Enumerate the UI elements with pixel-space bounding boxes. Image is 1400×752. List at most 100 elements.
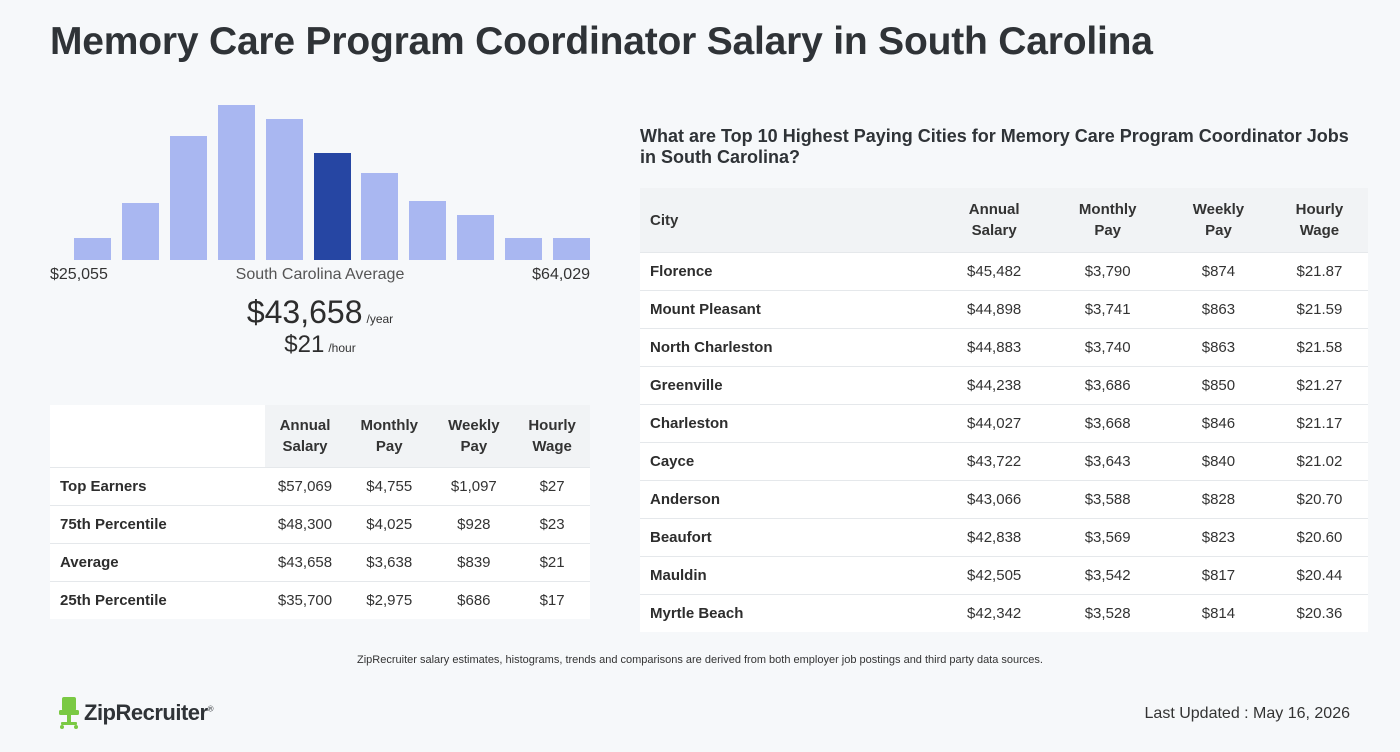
histogram-bar	[361, 173, 399, 260]
cell-hourly: $20.36	[1270, 594, 1368, 632]
histogram-bar	[553, 238, 590, 260]
cell-hourly: $23	[514, 505, 590, 544]
cell-monthly: $2,975	[345, 581, 434, 619]
header-weekly: Weekly Pay	[1166, 188, 1271, 253]
header-monthly-l2: Pay	[375, 438, 403, 455]
average-hourly: $21/hour	[50, 331, 590, 359]
cell-hourly: $27	[514, 467, 590, 506]
cell-monthly: $3,569	[1049, 518, 1167, 557]
ziprecruiter-logo[interactable]: ZipRecruiter®	[58, 696, 214, 730]
histogram-bar	[409, 201, 447, 260]
average-yearly: $43,658/year	[50, 294, 590, 331]
cell-city: Mauldin	[640, 556, 939, 595]
cities-table-title: What are Top 10 Highest Paying Cities fo…	[640, 126, 1349, 167]
table-row: Average $43,658 $3,638 $839 $21	[50, 543, 590, 582]
average-yearly-unit: /year	[366, 312, 394, 326]
cell-monthly: $3,668	[1049, 404, 1167, 443]
logo-wordmark: ZipRecruiter	[84, 700, 208, 725]
header-monthly-l2: Pay	[1094, 222, 1122, 239]
cell-annual: $44,883	[939, 328, 1050, 367]
cell-weekly: $846	[1166, 404, 1271, 443]
cell-city: Myrtle Beach	[640, 594, 939, 632]
header-annual-l1: Annual	[968, 201, 1020, 218]
cell-monthly: $4,755	[345, 467, 434, 506]
histogram-bar	[505, 238, 543, 260]
table-row: Florence $45,482 $3,790 $874 $21.87	[640, 252, 1368, 291]
cell-weekly: $840	[1166, 442, 1271, 481]
table-row: North Charleston $44,883 $3,740 $863 $21.58	[640, 328, 1368, 367]
header-hourly-l2: Wage	[1299, 222, 1340, 239]
header-monthly: Monthly Pay	[345, 405, 434, 468]
histogram-bar	[121, 203, 159, 260]
cell-hourly: $17	[514, 581, 590, 619]
cell-annual: $42,838	[939, 518, 1050, 557]
histogram-max-label: $64,029	[532, 266, 590, 283]
cell-monthly: $3,741	[1049, 290, 1167, 329]
table-row: Charleston $44,027 $3,668 $846 $21.17	[640, 404, 1368, 443]
header-annual-l2: Salary	[282, 438, 328, 455]
cell-weekly: $874	[1166, 252, 1271, 291]
histogram-labels: $25,055 South Carolina Average $64,029	[50, 266, 590, 288]
histogram-bar	[217, 105, 255, 260]
cell-annual: $44,027	[939, 404, 1050, 443]
header-monthly: Monthly Pay	[1049, 188, 1167, 253]
cell-hourly: $21.27	[1270, 366, 1368, 405]
average-hourly-unit: /hour	[328, 341, 356, 355]
row-label: Average	[50, 543, 265, 582]
cell-city: Mount Pleasant	[640, 290, 939, 329]
cities-table: City Annual Salary Monthly Pay Weekly Pay H…	[640, 188, 1368, 632]
table-row: Beaufort $42,838 $3,569 $823 $20.60	[640, 518, 1368, 557]
cell-monthly: $3,790	[1049, 252, 1167, 291]
cell-annual: $48,300	[265, 505, 345, 544]
cell-monthly: $3,740	[1049, 328, 1167, 367]
cell-monthly: $4,025	[345, 505, 434, 544]
header-hourly-l2: Wage	[532, 438, 572, 455]
cell-hourly: $20.60	[1270, 518, 1368, 557]
histogram-bar	[265, 119, 303, 260]
cell-weekly: $928	[433, 505, 515, 544]
cell-hourly: $21.58	[1270, 328, 1368, 367]
header-weekly-l1: Weekly	[448, 417, 500, 434]
header-annual: Annual Salary	[939, 188, 1050, 253]
header-hourly: Hourly Wage	[514, 405, 590, 468]
header-monthly-l1: Monthly	[1078, 201, 1137, 218]
cell-annual: $42,342	[939, 594, 1050, 632]
header-city: City	[640, 188, 939, 253]
table-row: Mount Pleasant $44,898 $3,741 $863 $21.59	[640, 290, 1368, 329]
cell-monthly: $3,643	[1049, 442, 1167, 481]
cell-hourly: $20.44	[1270, 556, 1368, 595]
table-row: Cayce $43,722 $3,643 $840 $21.02	[640, 442, 1368, 481]
cell-city: Greenville	[640, 366, 939, 405]
percentile-table-header: Annual Salary Monthly Pay Weekly Pay Hourly…	[50, 405, 590, 468]
histogram-bar	[457, 215, 495, 260]
table-row: Top Earners $57,069 $4,755 $1,097 $27	[50, 467, 590, 506]
cell-monthly: $3,686	[1049, 366, 1167, 405]
header-weekly-l1: Weekly	[1192, 201, 1245, 218]
cell-hourly: $21.17	[1270, 404, 1368, 443]
cell-city: Cayce	[640, 442, 939, 481]
data-source-note: ZipRecruiter salary estimates, histogram…	[357, 654, 1043, 666]
cell-annual: $43,658	[265, 543, 345, 582]
cell-city: North Charleston	[640, 328, 939, 367]
cell-weekly: $823	[1166, 518, 1271, 557]
cell-weekly: $839	[433, 543, 515, 582]
cell-annual: $42,505	[939, 556, 1050, 595]
header-weekly: Weekly Pay	[433, 405, 515, 468]
cell-weekly: $814	[1166, 594, 1271, 632]
cell-weekly: $850	[1166, 366, 1271, 405]
header-hourly: Hourly Wage	[1270, 188, 1368, 253]
cities-table-header: City Annual Salary Monthly Pay Weekly Pay H…	[640, 188, 1368, 253]
cell-hourly: $20.70	[1270, 480, 1368, 519]
last-updated: Last Updated : May 16, 2026	[1144, 705, 1350, 722]
cell-weekly: $817	[1166, 556, 1271, 595]
cell-weekly: $686	[433, 581, 515, 619]
header-annual-l2: Salary	[971, 222, 1017, 239]
page-title: Memory Care Program Coordinator Salary i…	[50, 20, 1153, 63]
row-label: 75th Percentile	[50, 505, 265, 544]
row-label: Top Earners	[50, 467, 265, 506]
header-hourly-l1: Hourly	[1295, 201, 1344, 218]
average-hourly-value: $21	[284, 331, 325, 358]
cell-annual: $57,069	[265, 467, 345, 506]
cell-weekly: $863	[1166, 290, 1271, 329]
histogram-min-label: $25,055	[50, 266, 108, 283]
